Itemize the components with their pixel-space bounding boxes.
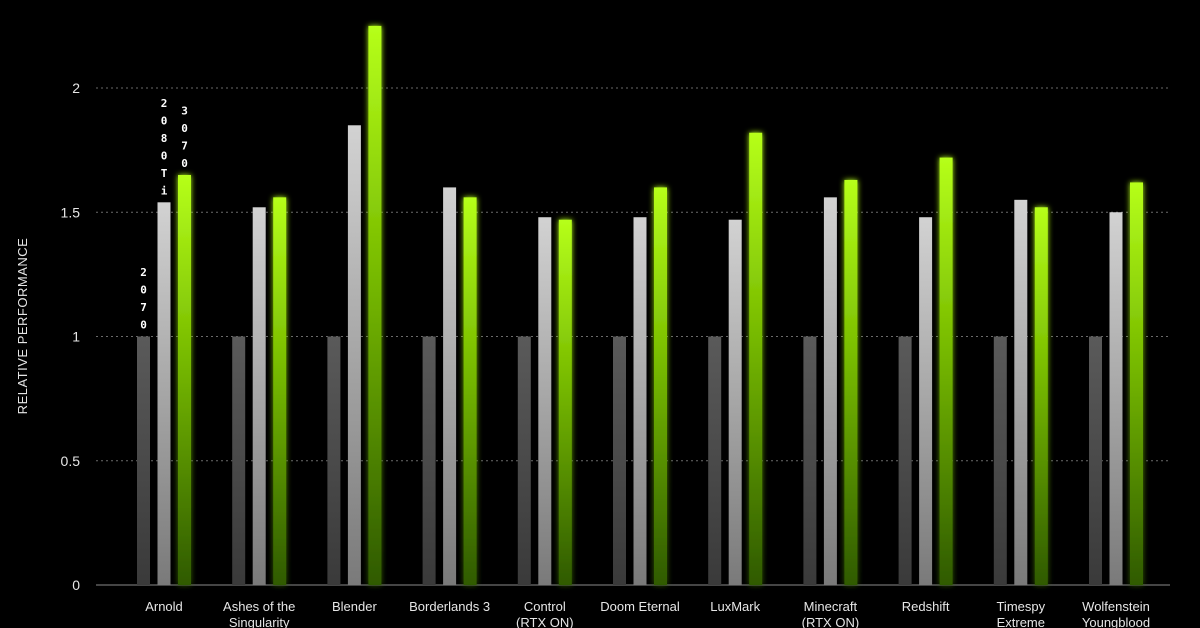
series-label-char: 7	[140, 301, 147, 314]
bar-2070	[517, 336, 531, 585]
series-label-2080ti: 2 0 8 0 Ti	[161, 97, 168, 198]
bar-3070	[654, 187, 667, 585]
bar-2070	[803, 336, 817, 585]
bar-3070	[939, 157, 953, 585]
series-label-char: i	[161, 184, 168, 197]
bar-3070	[463, 197, 477, 585]
y-tick-label: 1	[72, 329, 80, 345]
category-label: Arnold	[145, 599, 183, 614]
bar-2070	[993, 336, 1007, 585]
y-axis-ticks: 0 0.5 1 1.5 2	[61, 80, 81, 593]
bars	[137, 25, 1143, 586]
category-label: Blender	[332, 599, 377, 614]
bar-3070	[749, 132, 763, 586]
bar-2070	[1089, 336, 1102, 585]
bar-3070	[1034, 207, 1048, 585]
bar-2070	[708, 336, 722, 585]
series-label-char: 0	[140, 319, 147, 332]
series-label-char: T	[161, 167, 168, 180]
y-tick-label: 2	[72, 80, 80, 96]
category-label: Doom Eternal	[600, 599, 680, 614]
bar-2080ti	[157, 202, 171, 585]
category-label: Control	[524, 599, 566, 614]
category-label: Ashes of the	[223, 599, 295, 614]
series-label-3070: 3 0 7 0	[181, 104, 188, 170]
bar-3070	[558, 219, 572, 585]
series-label-char: 7	[181, 139, 188, 152]
bar-2070	[613, 336, 626, 585]
category-label: Timespy	[996, 599, 1045, 614]
bar-2080ti	[538, 217, 552, 585]
y-axis-title: RELATIVE PERFORMANCE	[15, 238, 30, 415]
bar-2070	[232, 336, 246, 585]
series-label-char: 0	[140, 284, 147, 297]
series-label-char: 3	[181, 104, 188, 117]
category-label: Borderlands 3	[409, 599, 490, 614]
series-label-char: 0	[181, 122, 188, 135]
bar-3070	[178, 174, 191, 585]
series-label-char: 0	[161, 114, 168, 127]
series-label-char: 8	[161, 132, 168, 145]
category-label: Youngblood	[1082, 615, 1150, 628]
bar-2080ti	[443, 187, 457, 585]
bar-2080ti	[919, 217, 933, 585]
bar-2070	[327, 336, 341, 585]
bar-3070	[273, 197, 287, 585]
series-label-char: 2	[161, 97, 168, 110]
bar-2080ti	[633, 217, 647, 585]
category-label: (RTX ON)	[802, 615, 860, 628]
category-label: Minecraft	[804, 599, 858, 614]
bar-2080ti	[1014, 199, 1028, 585]
y-tick-label: 1.5	[61, 204, 81, 220]
bar-2080ti	[252, 207, 266, 585]
category-label: Extreme	[997, 615, 1045, 628]
bar-3070	[844, 179, 858, 585]
bar-3070	[1130, 182, 1143, 585]
category-label: LuxMark	[710, 599, 760, 614]
series-label-char: 0	[161, 149, 168, 162]
category-label: Redshift	[902, 599, 950, 614]
bar-2080ti	[1109, 212, 1123, 585]
bar-3070	[368, 25, 382, 585]
series-label-char: 0	[181, 157, 188, 170]
category-label: (RTX ON)	[516, 615, 574, 628]
category-label: Singularity	[229, 615, 290, 628]
bar-2070	[137, 336, 150, 585]
bar-2080ti	[823, 197, 837, 585]
bar-2070	[422, 336, 436, 585]
bar-2080ti	[347, 125, 361, 586]
category-label: Wolfenstein	[1082, 599, 1150, 614]
y-tick-label: 0	[72, 577, 80, 593]
bar-2080ti	[728, 219, 742, 585]
bar-2070	[898, 336, 912, 585]
y-tick-label: 0.5	[61, 453, 81, 469]
series-label-char: 2	[140, 266, 147, 279]
